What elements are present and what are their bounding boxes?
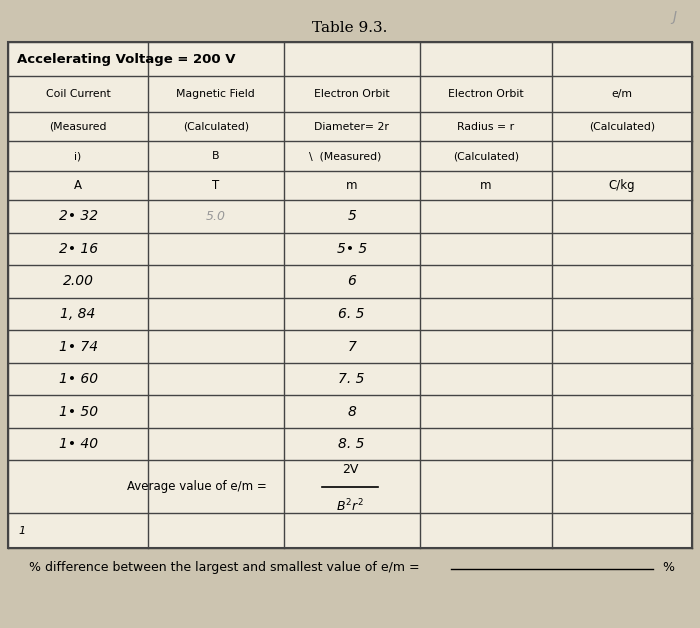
Text: %: % (662, 561, 674, 574)
Text: 5.0: 5.0 (206, 210, 226, 223)
Text: A: A (74, 179, 82, 192)
Text: Accelerating Voltage = 200 V: Accelerating Voltage = 200 V (17, 53, 235, 66)
Text: m: m (480, 179, 491, 192)
Text: e/m: e/m (611, 89, 632, 99)
Text: Table 9.3.: Table 9.3. (312, 21, 388, 35)
Text: (Calculated): (Calculated) (453, 151, 519, 161)
Text: % difference between the largest and smallest value of e/m =: % difference between the largest and sma… (29, 561, 420, 574)
Text: 2.00: 2.00 (62, 274, 94, 288)
Text: 1: 1 (19, 526, 26, 536)
Text: Radius = r: Radius = r (457, 122, 514, 132)
Text: Diameter= 2r: Diameter= 2r (314, 122, 389, 132)
Text: Electron Orbit: Electron Orbit (448, 89, 524, 99)
Text: Electron Orbit: Electron Orbit (314, 89, 390, 99)
Text: (Calculated): (Calculated) (589, 122, 655, 132)
Text: m: m (346, 179, 358, 192)
Text: $B^2r^2$: $B^2r^2$ (336, 498, 364, 515)
Text: Magnetic Field: Magnetic Field (176, 89, 256, 99)
Text: 1• 50: 1• 50 (59, 404, 97, 418)
Text: 8. 5: 8. 5 (339, 437, 365, 451)
Text: 7: 7 (347, 340, 356, 354)
Text: 1• 40: 1• 40 (59, 437, 97, 451)
Text: 5: 5 (347, 210, 356, 224)
Text: (Measured: (Measured (49, 122, 107, 132)
Text: 6: 6 (347, 274, 356, 288)
Text: 6. 5: 6. 5 (339, 307, 365, 321)
Text: 5• 5: 5• 5 (337, 242, 367, 256)
Text: 2• 32: 2• 32 (59, 210, 97, 224)
Text: 1, 84: 1, 84 (60, 307, 96, 321)
Text: 2• 16: 2• 16 (59, 242, 97, 256)
Text: \  (Measured): \ (Measured) (309, 151, 381, 161)
Text: (Calculated): (Calculated) (183, 122, 248, 132)
Text: Average value of e/m =: Average value of e/m = (127, 480, 266, 494)
Text: B: B (212, 151, 220, 161)
Text: i): i) (74, 151, 82, 161)
Text: 2V: 2V (342, 463, 358, 475)
Text: 1• 60: 1• 60 (59, 372, 97, 386)
Text: 8: 8 (347, 404, 356, 418)
Text: C/kg: C/kg (608, 179, 635, 192)
Text: J: J (672, 10, 676, 24)
Text: 7. 5: 7. 5 (339, 372, 365, 386)
Text: Coil Current: Coil Current (46, 89, 111, 99)
Text: 1• 74: 1• 74 (59, 340, 97, 354)
Text: T: T (212, 179, 219, 192)
